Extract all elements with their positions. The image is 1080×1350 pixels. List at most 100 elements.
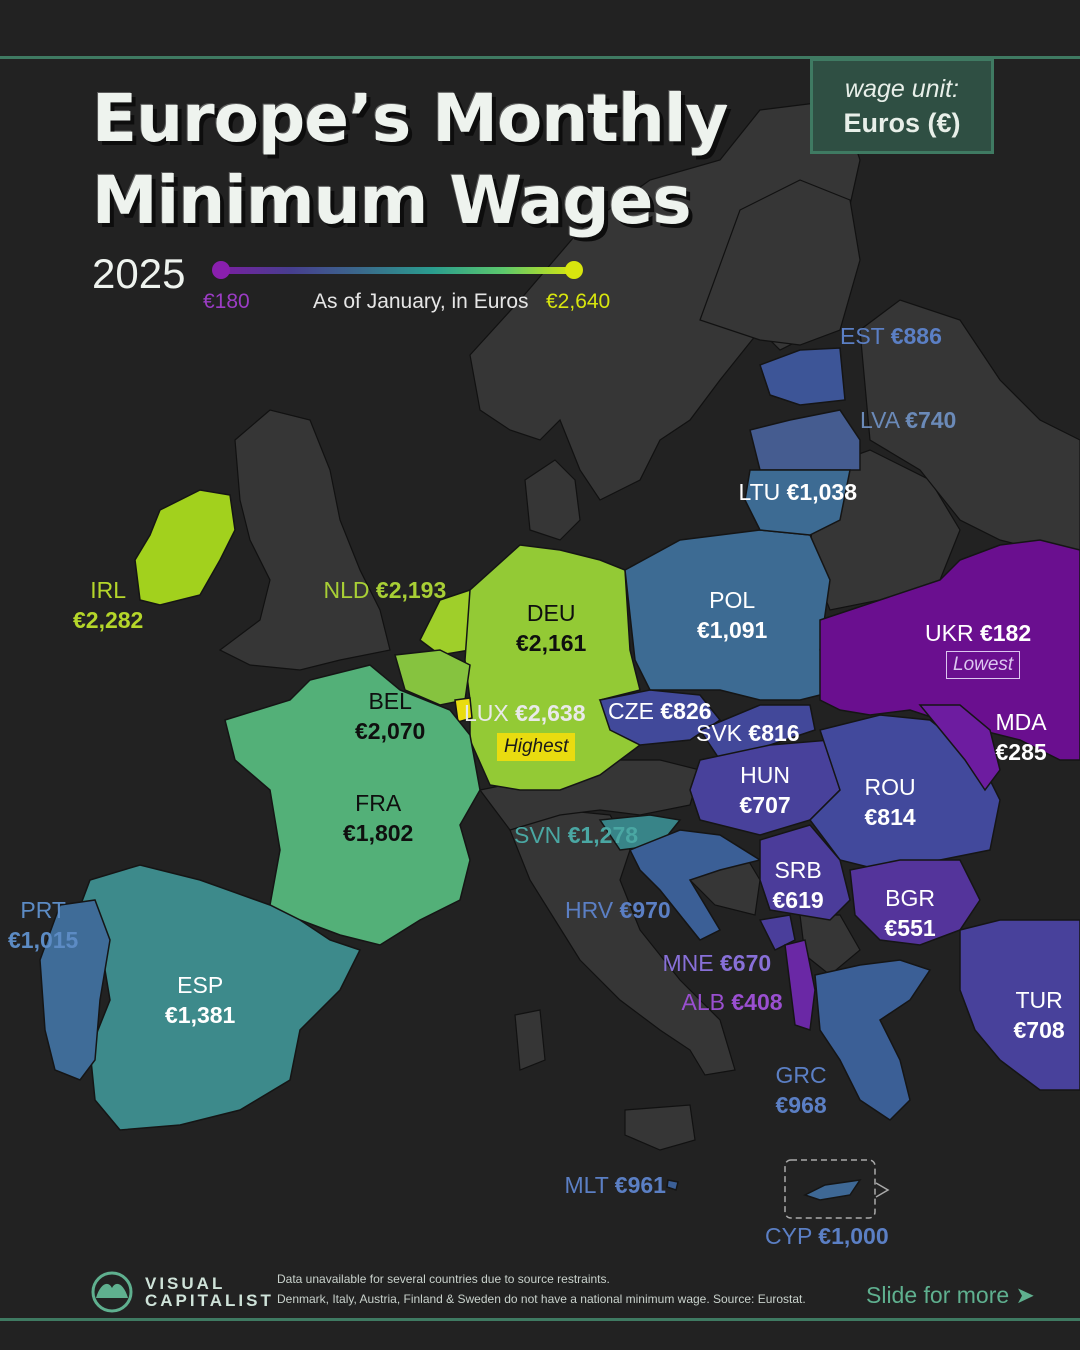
country-shape-est <box>759 347 846 406</box>
country-code: ESP <box>177 972 224 998</box>
country-code: LTU <box>738 479 781 505</box>
country-shape-alb <box>784 939 816 1032</box>
unit-box: wage unit: Euros (€) <box>810 58 994 154</box>
country-wage-value: €1,381 <box>165 1002 236 1028</box>
country-code: SRB <box>774 857 822 883</box>
country-shape-lva <box>749 409 861 471</box>
country-code: LUX <box>464 700 509 726</box>
country-wage-value: €814 <box>864 804 916 830</box>
country-wage-value: €551 <box>884 915 936 941</box>
country-label-hun: HUN €707 <box>740 760 791 820</box>
country-label-lux: LUX €2,638 <box>464 698 586 728</box>
country-label-grc: GRC €968 <box>776 1060 827 1120</box>
country-code: ALB <box>681 989 725 1015</box>
country-shape-lux <box>454 697 473 723</box>
sardinia-land <box>514 1009 546 1071</box>
country-wage-value: €740 <box>905 407 957 433</box>
country-label-fra: FRA €1,802 <box>343 788 413 848</box>
country-shape-cyp <box>803 1179 862 1201</box>
country-label-irl: IRL €2,282 <box>73 575 143 635</box>
country-wage-value: €968 <box>775 1092 827 1118</box>
country-wage-value: €408 <box>731 989 783 1015</box>
country-code: POL <box>709 587 756 613</box>
country-wage-value: €2,282 <box>73 607 144 633</box>
country-code: LVA <box>860 407 899 433</box>
unit-label: wage unit: <box>845 75 959 103</box>
top-rule <box>0 56 1080 59</box>
country-label-est: EST €886 <box>840 321 942 351</box>
country-label-cze: CZE €826 <box>608 696 712 726</box>
country-code: FRA <box>355 790 402 816</box>
footnote-line-2: Denmark, Italy, Austria, Finland & Swede… <box>277 1292 806 1306</box>
slide-for-more-link[interactable]: Slide for more ➤ <box>866 1282 1035 1308</box>
country-wage-value: €2,161 <box>516 630 587 656</box>
country-code: PRT <box>20 897 66 923</box>
country-wage-value: €182 <box>979 620 1032 646</box>
country-tag-lowest: Lowest <box>946 651 1021 679</box>
country-wage-value: €2,193 <box>375 577 447 603</box>
country-code: SVN <box>514 822 562 848</box>
country-wage-value: €826 <box>660 698 712 724</box>
finland-land <box>699 179 861 346</box>
country-label-lva: LVA €740 <box>860 405 956 435</box>
country-label-deu: DEU €2,161 <box>516 598 586 658</box>
brand-line-1: VISUAL <box>145 1274 226 1293</box>
country-shape-mne <box>758 914 796 952</box>
country-wage-value: €970 <box>619 897 671 923</box>
country-wage-value: €285 <box>995 739 1047 765</box>
country-tag-highest: Highest <box>497 733 576 761</box>
country-wage-value: €2,638 <box>515 700 586 726</box>
country-shape-grc <box>814 959 932 1121</box>
country-code: HUN <box>740 762 790 788</box>
country-wage-value: €1,015 <box>8 927 79 953</box>
country-wage-value: €670 <box>720 950 772 976</box>
country-label-svn: SVN €1,278 <box>514 820 638 850</box>
unit-value: Euros (€) <box>843 108 961 138</box>
title-line-2: Minimum Wages <box>92 162 692 239</box>
country-code: BEL <box>368 688 412 714</box>
country-wage-value: €886 <box>890 323 942 349</box>
country-shape-ltu <box>744 469 851 536</box>
country-wage-value: €1,802 <box>343 820 414 846</box>
page-title: Europe’s Monthly Minimum Wages <box>92 78 728 242</box>
country-wage-value: €1,038 <box>786 479 857 505</box>
country-code: UKR <box>925 620 974 646</box>
country-wage-value: €1,278 <box>567 822 639 848</box>
cyprus-inset-box <box>784 1159 876 1219</box>
country-shape-esp <box>74 864 362 1131</box>
country-code: CYP <box>765 1223 812 1249</box>
country-label-nld: NLD €2,193 <box>324 575 447 605</box>
country-label-esp: ESP €1,381 <box>165 970 235 1030</box>
country-wage-value: €816 <box>748 720 800 746</box>
country-code: ROU <box>864 774 916 800</box>
country-shape-mlt <box>666 1179 679 1191</box>
country-shape-ukr <box>819 539 1080 761</box>
country-wage-value: €2,070 <box>355 718 426 744</box>
country-label-hrv: HRV €970 <box>565 895 671 925</box>
country-code: GRC <box>775 1062 827 1088</box>
country-wage-value: €707 <box>739 792 791 818</box>
title-line-1: Europe’s Monthly <box>92 80 728 157</box>
country-code: NLD <box>323 577 370 603</box>
country-shape-rou <box>809 714 1001 871</box>
country-label-bel: BEL €2,070 <box>355 686 425 746</box>
visual-capitalist-logo-icon <box>91 1271 133 1313</box>
country-wage-value: €961 <box>614 1172 666 1198</box>
denmark-land <box>524 459 581 541</box>
brand-line-2: CAPITALIST <box>145 1291 274 1310</box>
color-scale-min-dot <box>212 261 230 279</box>
country-label-rou: ROU €814 <box>865 772 916 832</box>
country-wage-value: €708 <box>1013 1017 1065 1043</box>
country-shape-prt <box>39 899 111 1081</box>
country-code: MDA <box>995 709 1047 735</box>
country-shape-tur <box>959 919 1080 1091</box>
country-shape-irl <box>134 489 236 606</box>
country-label-cyp: CYP €1,000 <box>765 1221 889 1251</box>
country-label-bgr: BGR €551 <box>885 883 936 943</box>
uk-land <box>218 409 391 671</box>
country-label-ltu: LTU €1,038 <box>739 477 858 507</box>
brand-wordmark: VISUAL CAPITALIST <box>145 1275 274 1309</box>
country-wage-value: €1,000 <box>818 1223 889 1249</box>
country-code: MLT <box>564 1172 609 1198</box>
